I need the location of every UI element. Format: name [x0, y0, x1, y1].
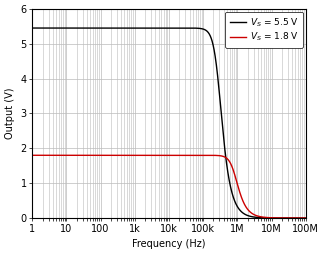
Legend: $V_S$ = 5.5 V, $V_S$ = 1.8 V: $V_S$ = 5.5 V, $V_S$ = 1.8 V [225, 12, 303, 48]
Y-axis label: Output (V): Output (V) [5, 88, 15, 139]
X-axis label: Frequency (Hz): Frequency (Hz) [132, 239, 206, 249]
